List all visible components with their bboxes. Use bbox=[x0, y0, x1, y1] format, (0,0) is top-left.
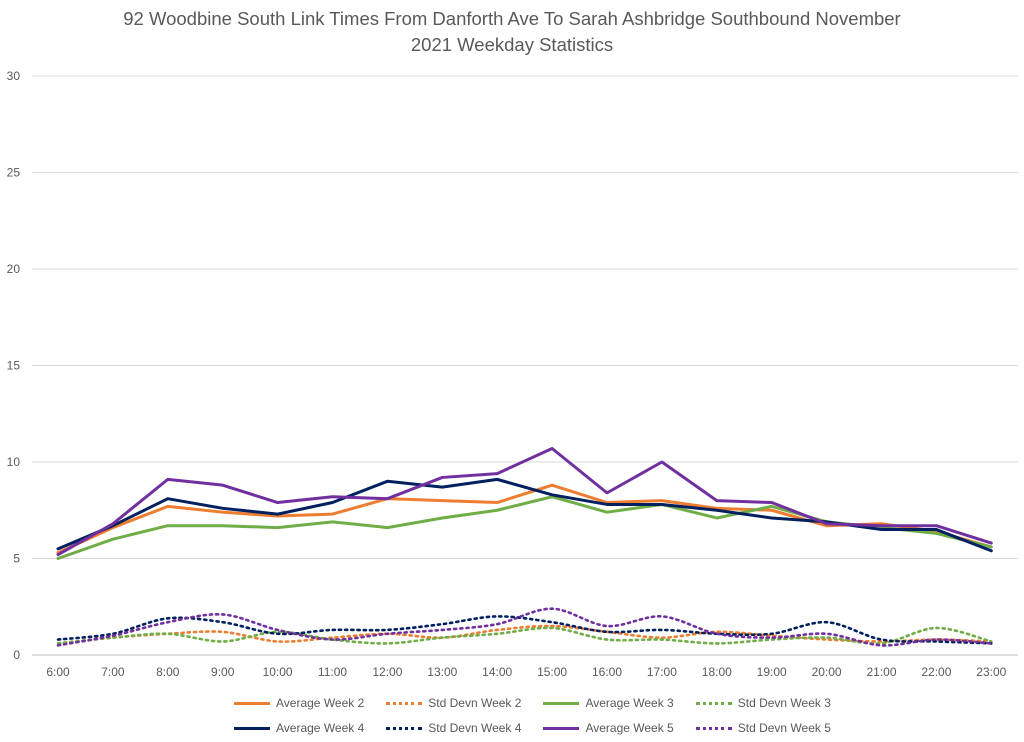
legend-row: Average Week 4 Std Devn Week 4 Average Wee… bbox=[234, 719, 853, 737]
series-line-std-devn-week-4 bbox=[56, 615, 993, 645]
y-tick-label: 0 bbox=[13, 648, 20, 662]
x-tick-label: 21:00 bbox=[866, 665, 896, 679]
y-tick-label: 15 bbox=[7, 359, 21, 373]
x-tick-label: 20:00 bbox=[812, 665, 842, 679]
y-tick-label: 25 bbox=[7, 166, 21, 180]
x-tick-label: 23:00 bbox=[976, 665, 1006, 679]
legend-item: Average Week 4 bbox=[234, 721, 364, 735]
series-line-average-week-4 bbox=[56, 477, 993, 553]
x-tick-label: 7:00 bbox=[101, 665, 125, 679]
series-line-average-week-3 bbox=[56, 495, 993, 560]
x-tick-label: 8:00 bbox=[156, 665, 180, 679]
legend-label: Std Devn Week 4 bbox=[428, 721, 522, 735]
x-tick-label: 17:00 bbox=[647, 665, 677, 679]
legend-item: Std Devn Week 4 bbox=[386, 721, 521, 735]
series-line-average-week-5 bbox=[56, 446, 993, 557]
series-lines bbox=[56, 446, 993, 647]
legend-swatch bbox=[386, 701, 423, 705]
legend-swatch bbox=[543, 726, 580, 730]
legend-swatch bbox=[386, 726, 423, 730]
legend-label: Std Devn Week 3 bbox=[737, 696, 831, 710]
series-line-std-devn-week-2 bbox=[56, 624, 993, 645]
y-tick-label: 10 bbox=[7, 455, 21, 469]
chart-title: 92 Woodbine South Link Times From Danfor… bbox=[0, 6, 1024, 58]
x-tick-label: 9:00 bbox=[211, 665, 235, 679]
series-line-std-devn-week-5 bbox=[56, 607, 993, 647]
legend-item: Std Devn Week 5 bbox=[695, 721, 831, 735]
legend-row: Average Week 2 Std Devn Week 2 Average Wee… bbox=[234, 694, 853, 712]
legend-label: Average Week 5 bbox=[585, 721, 674, 735]
series-line-std-devn-week-3 bbox=[56, 626, 993, 645]
gridlines bbox=[32, 75, 1018, 656]
y-tick-label: 20 bbox=[7, 262, 21, 276]
legend-label: Average Week 3 bbox=[585, 696, 674, 710]
axes: 0 5 10 15 20 25 30 6:00 7:00 8:00 9:00 10:00 11:00 12… bbox=[7, 69, 1007, 679]
legend-swatch bbox=[234, 726, 270, 730]
legend-item: Average Week 3 bbox=[543, 696, 674, 710]
chart-title-line: 2021 Weekday Statistics bbox=[410, 34, 614, 55]
legend-item: Std Devn Week 3 bbox=[695, 696, 831, 710]
x-tick-label: 13:00 bbox=[427, 665, 457, 679]
legend-label: Average Week 2 bbox=[276, 696, 365, 710]
y-tick-label: 5 bbox=[13, 552, 20, 566]
legend-item: Average Week 5 bbox=[543, 721, 674, 735]
legend-label: Std Devn Week 5 bbox=[737, 721, 831, 735]
x-tick-label: 14:00 bbox=[482, 665, 512, 679]
x-tick-label: 12:00 bbox=[372, 665, 402, 679]
legend-swatch bbox=[234, 701, 270, 705]
legend-label: Average Week 4 bbox=[276, 721, 365, 735]
x-tick-label: 10:00 bbox=[263, 665, 293, 679]
legend-swatch bbox=[695, 726, 732, 730]
x-tick-label: 22:00 bbox=[921, 665, 951, 679]
legend-item: Average Week 2 bbox=[234, 696, 364, 710]
x-tick-label: 6:00 bbox=[46, 665, 70, 679]
x-tick-label: 11:00 bbox=[318, 665, 347, 679]
series-line-average-week-2 bbox=[56, 483, 993, 555]
x-tick-label: 16:00 bbox=[592, 665, 622, 679]
legend-swatch bbox=[695, 701, 732, 705]
chart-title-line: 92 Woodbine South Link Times From Danfor… bbox=[123, 8, 901, 29]
legend-swatch bbox=[543, 701, 580, 705]
legend-item: Std Devn Week 2 bbox=[386, 696, 521, 710]
x-tick-label: 18:00 bbox=[702, 665, 732, 679]
x-tick-label: 15:00 bbox=[537, 665, 567, 679]
y-tick-label: 30 bbox=[7, 69, 21, 83]
x-tick-label: 19:00 bbox=[757, 665, 787, 679]
legend-label: Std Devn Week 2 bbox=[428, 696, 522, 710]
